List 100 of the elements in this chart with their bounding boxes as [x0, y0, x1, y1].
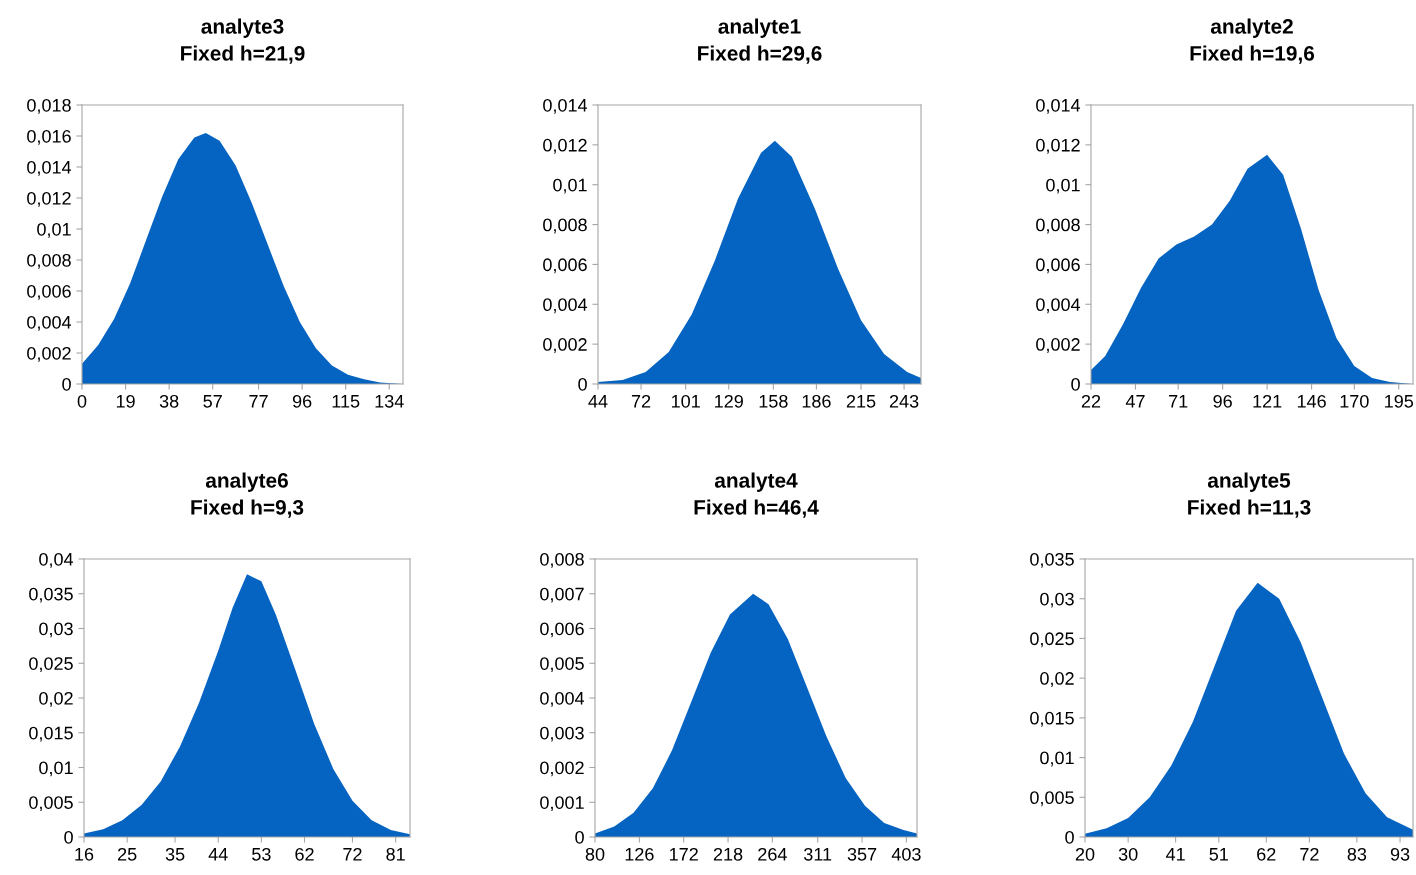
x-tick-label: 158 — [759, 394, 788, 408]
y-tick-label: 0,018 — [27, 98, 71, 114]
x-tick-label: 170 — [1340, 394, 1369, 408]
x-tick-label: 41 — [1166, 848, 1185, 861]
y-tick-label: 0,005 — [540, 657, 584, 673]
x-tick-label: 186 — [802, 394, 831, 408]
chart-title: analyte4 — [714, 472, 798, 492]
y-tick-label: 0,035 — [29, 587, 73, 603]
x-tick-label: 96 — [292, 394, 312, 408]
y-tick-label: 0,015 — [29, 726, 73, 742]
y-tick-label: 0,012 — [543, 138, 587, 154]
chart-title: analyte1 — [718, 18, 801, 38]
y-tick-label: 0,01 — [39, 761, 73, 777]
y-tick-label: 0,002 — [1036, 338, 1080, 353]
y-tick-label: 0,004 — [540, 691, 585, 707]
y-tick-label: 0,002 — [540, 761, 584, 777]
x-tick-label: 172 — [670, 847, 698, 861]
x-tick-label: 134 — [375, 394, 404, 408]
x-tick-label: 83 — [1347, 847, 1367, 861]
chart-subtitle: Fixed h=9,3 — [191, 499, 304, 518]
x-tick-label: 126 — [625, 847, 654, 861]
x-tick-label: 53 — [252, 847, 271, 861]
x-tick-label: 96 — [1213, 394, 1232, 408]
x-tick-label: 0 — [77, 394, 87, 408]
x-tick-label: 22 — [1081, 394, 1101, 408]
y-tick-label: 0,006 — [543, 258, 587, 274]
y-tick-label: 0,001 — [540, 796, 584, 812]
x-tick-label: 44 — [588, 395, 608, 408]
x-tick-label: 264 — [758, 847, 787, 861]
y-tick-label: 0,01 — [553, 178, 587, 194]
y-tick-label: 0 — [1071, 377, 1080, 391]
chart-title: analyte3 — [201, 18, 284, 38]
x-tick-label: 101 — [671, 394, 700, 408]
x-tick-label: 44 — [208, 848, 228, 861]
y-tick-label: 0,002 — [543, 338, 587, 353]
y-tick-label: 0,025 — [1030, 632, 1074, 648]
x-tick-label: 72 — [343, 847, 362, 861]
x-tick-label: 215 — [846, 394, 876, 408]
x-tick-label: 57 — [203, 395, 222, 408]
y-tick-label: 0,008 — [27, 253, 71, 269]
y-tick-label: 0,014 — [543, 98, 588, 114]
y-tick-label: 0,01 — [1046, 178, 1080, 194]
x-tick-label: 71 — [1169, 395, 1188, 408]
y-tick-label: 0,004 — [27, 315, 72, 331]
x-tick-label: 115 — [332, 395, 360, 408]
y-tick-label: 0,003 — [540, 726, 584, 742]
y-tick-label: 0,008 — [1036, 218, 1080, 234]
x-tick-label: 19 — [116, 394, 135, 408]
y-tick-label: 0,02 — [1040, 672, 1074, 687]
chart-subtitle: Fixed h=46,4 — [694, 499, 819, 518]
chart-subtitle: Fixed h=19,6 — [1190, 45, 1315, 64]
y-tick-label: 0 — [64, 830, 73, 844]
x-tick-label: 62 — [295, 847, 314, 861]
chart-subtitle: Fixed h=29,6 — [698, 45, 822, 64]
y-tick-label: 0,014 — [27, 160, 72, 176]
y-tick-label: 0 — [1065, 830, 1074, 844]
x-tick-label: 72 — [631, 394, 651, 408]
x-tick-label: 81 — [386, 847, 405, 861]
y-tick-label: 0,03 — [39, 622, 73, 638]
x-tick-label: 30 — [1118, 847, 1138, 861]
y-tick-label: 0,004 — [1036, 298, 1081, 314]
y-tick-label: 0,02 — [39, 691, 73, 707]
chart-title: analyte2 — [1210, 18, 1293, 38]
y-tick-label: 0,012 — [1036, 138, 1080, 154]
x-tick-label: 80 — [585, 847, 605, 861]
y-tick-label: 0,025 — [29, 657, 73, 673]
chart-subtitle: Fixed h=21,9 — [181, 45, 305, 64]
y-tick-label: 0,03 — [1040, 592, 1074, 608]
y-tick-label: 0,006 — [1036, 258, 1080, 274]
x-tick-label: 51 — [1209, 848, 1228, 861]
chart-title: analyte6 — [205, 472, 288, 492]
x-tick-label: 35 — [165, 847, 185, 861]
chart-subtitle: Fixed h=11,3 — [1188, 499, 1311, 518]
x-tick-label: 38 — [159, 394, 179, 408]
x-tick-label: 72 — [1300, 847, 1319, 861]
chart-title: analyte5 — [1207, 472, 1291, 492]
y-tick-label: 0,004 — [543, 298, 588, 314]
y-tick-label: 0 — [578, 377, 587, 391]
x-tick-label: 403 — [891, 847, 921, 861]
x-tick-label: 25 — [118, 847, 137, 861]
x-tick-label: 195 — [1385, 394, 1414, 408]
y-tick-label: 0,005 — [29, 796, 73, 812]
y-tick-label: 0,014 — [1036, 98, 1081, 114]
x-tick-label: 311 — [803, 847, 832, 861]
y-tick-label: 0,005 — [1030, 791, 1074, 807]
x-tick-label: 93 — [1390, 847, 1410, 861]
y-tick-label: 0,04 — [39, 552, 74, 568]
x-tick-label: 146 — [1297, 394, 1326, 408]
y-tick-label: 0,007 — [540, 587, 584, 603]
y-tick-label: 0,002 — [27, 346, 71, 362]
x-tick-label: 218 — [713, 847, 743, 861]
y-tick-label: 0,008 — [540, 552, 584, 568]
x-tick-label: 16 — [75, 847, 94, 861]
y-tick-label: 0,035 — [1030, 552, 1074, 568]
y-tick-label: 0,008 — [543, 218, 587, 234]
x-tick-label: 121 — [1253, 394, 1282, 408]
y-tick-label: 0 — [62, 377, 71, 391]
y-tick-label: 0,006 — [540, 622, 584, 638]
y-tick-label: 0 — [575, 830, 584, 844]
x-tick-label: 47 — [1125, 395, 1145, 408]
